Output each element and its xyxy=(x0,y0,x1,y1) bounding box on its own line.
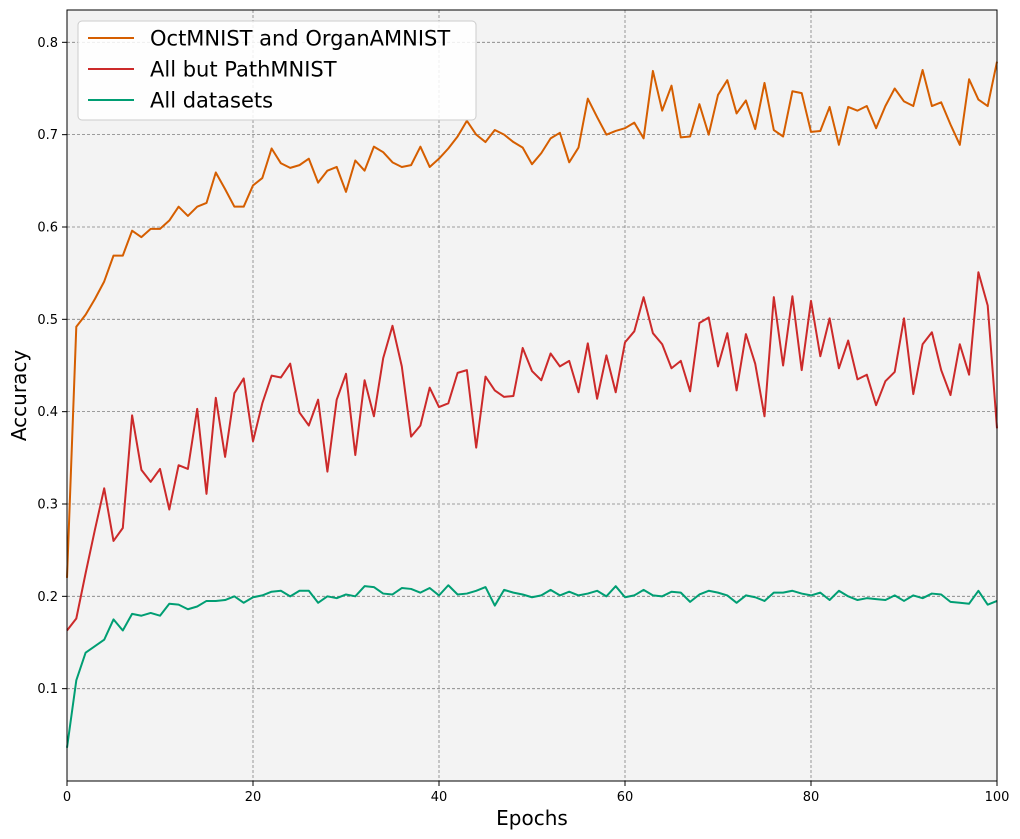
x-tick-label: 100 xyxy=(985,790,1010,805)
legend-label-2: All but PathMNIST xyxy=(150,58,337,82)
legend-box xyxy=(77,20,477,121)
legend: OctMNIST and OrganAMNIST All but PathMNIS… xyxy=(77,20,477,121)
y-tick-label: 0.7 xyxy=(37,128,58,143)
x-tick-label: 60 xyxy=(617,790,634,805)
x-tick-label: 80 xyxy=(803,790,820,805)
series-line-2 xyxy=(66,271,998,632)
y-tick-label: 0.3 xyxy=(37,497,58,512)
y-tick-label: 0.1 xyxy=(37,682,58,697)
x-tick-label: 20 xyxy=(245,790,262,805)
y-tick-label: 0.5 xyxy=(37,313,58,328)
x-axis-label: Epochs xyxy=(496,806,568,830)
y-tick-label: 0.8 xyxy=(37,36,58,51)
series-line-3 xyxy=(66,584,998,748)
series-lines xyxy=(66,61,998,748)
y-tick-label: 0.6 xyxy=(37,220,58,235)
y-axis-label: Accuracy xyxy=(7,350,31,441)
y-tick-label: 0.2 xyxy=(37,590,58,605)
legend-label-1: OctMNIST and OrganAMNIST xyxy=(150,27,450,51)
plot-frame xyxy=(66,9,998,782)
legend-label-3: All datasets xyxy=(150,89,273,113)
series-line-1 xyxy=(66,61,998,578)
x-tick-label: 0 xyxy=(63,790,71,805)
axis-ticks: 0 20 40 60 80 100 0.1 0.2 0.3 0.4 0.5 0.6 0.7 0.8 xyxy=(37,36,1009,805)
plot-background xyxy=(67,10,997,781)
y-tick-label: 0.4 xyxy=(37,405,58,420)
x-tick-label: 40 xyxy=(431,790,448,805)
